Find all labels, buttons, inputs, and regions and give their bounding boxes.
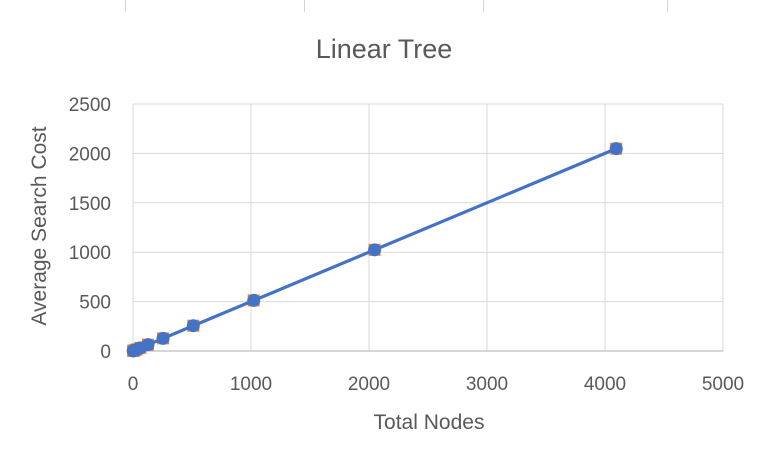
circle-data-point bbox=[186, 319, 200, 333]
x-tick-label: 0 bbox=[128, 374, 139, 395]
column-divider bbox=[667, 0, 668, 12]
x-axis-title: Total Nodes bbox=[374, 411, 485, 434]
axes: 0 500 1000 1500 2000 2500 0 1000 2000 3000 4000 500… bbox=[69, 95, 744, 395]
chart-area bbox=[0, 12, 774, 467]
x-tick-label: 3000 bbox=[466, 374, 508, 395]
x-tick-label: 1000 bbox=[230, 374, 272, 395]
y-tick-label: 2000 bbox=[69, 144, 111, 165]
circle-data-point bbox=[368, 243, 382, 257]
spreadsheet-column-strip bbox=[0, 0, 774, 12]
circle-data-point bbox=[609, 142, 623, 156]
circle-data-point bbox=[156, 331, 170, 345]
y-axis-title: Average Search Cost bbox=[28, 126, 51, 325]
circle-data-point bbox=[141, 338, 155, 352]
y-tick-label: 0 bbox=[100, 342, 111, 363]
y-tick-label: 2500 bbox=[69, 95, 111, 116]
x-tick-label: 5000 bbox=[702, 374, 744, 395]
column-divider bbox=[125, 0, 126, 12]
circle-data-point bbox=[247, 293, 261, 307]
y-tick-label: 1000 bbox=[69, 243, 111, 264]
column-divider bbox=[304, 0, 305, 12]
column-divider bbox=[483, 0, 484, 12]
x-tick-label: 4000 bbox=[584, 374, 626, 395]
x-tick-label: 2000 bbox=[348, 374, 390, 395]
y-tick-label: 1500 bbox=[69, 194, 111, 215]
gridlines bbox=[132, 103, 724, 351]
chart-title: Linear Tree bbox=[316, 34, 453, 64]
y-tick-label: 500 bbox=[79, 293, 111, 314]
data-points bbox=[126, 142, 623, 358]
